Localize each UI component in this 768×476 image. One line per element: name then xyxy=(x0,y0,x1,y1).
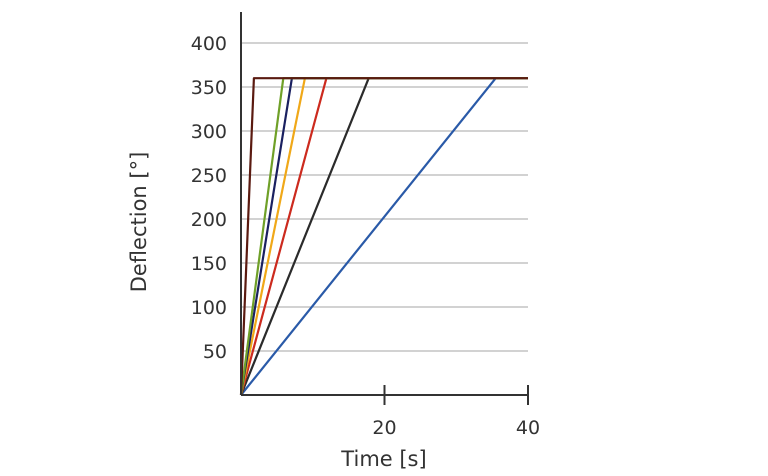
y-tick-label: 300 xyxy=(191,121,227,143)
series-lines xyxy=(239,77,528,396)
axes xyxy=(240,12,529,405)
x-tick-labels: 20 40 xyxy=(372,417,540,439)
y-tick-label: 100 xyxy=(191,297,227,319)
y-tick-label: 350 xyxy=(191,77,227,99)
y-tick-label: 250 xyxy=(191,165,227,187)
x-tick-label: 40 xyxy=(516,417,540,439)
y-tick-label: 200 xyxy=(191,209,227,231)
y-axis-label: Deflection [°] xyxy=(127,152,151,293)
x-axis-label: Time [s] xyxy=(340,447,426,471)
y-tick-label: 400 xyxy=(191,33,227,55)
gridlines xyxy=(241,42,528,352)
series-line xyxy=(239,77,528,396)
y-tick-labels: 50 100 150 200 250 300 350 400 xyxy=(191,33,227,363)
y-tick-label: 50 xyxy=(203,341,227,363)
x-tick-label: 20 xyxy=(372,417,396,439)
y-tick-label: 150 xyxy=(191,253,227,275)
